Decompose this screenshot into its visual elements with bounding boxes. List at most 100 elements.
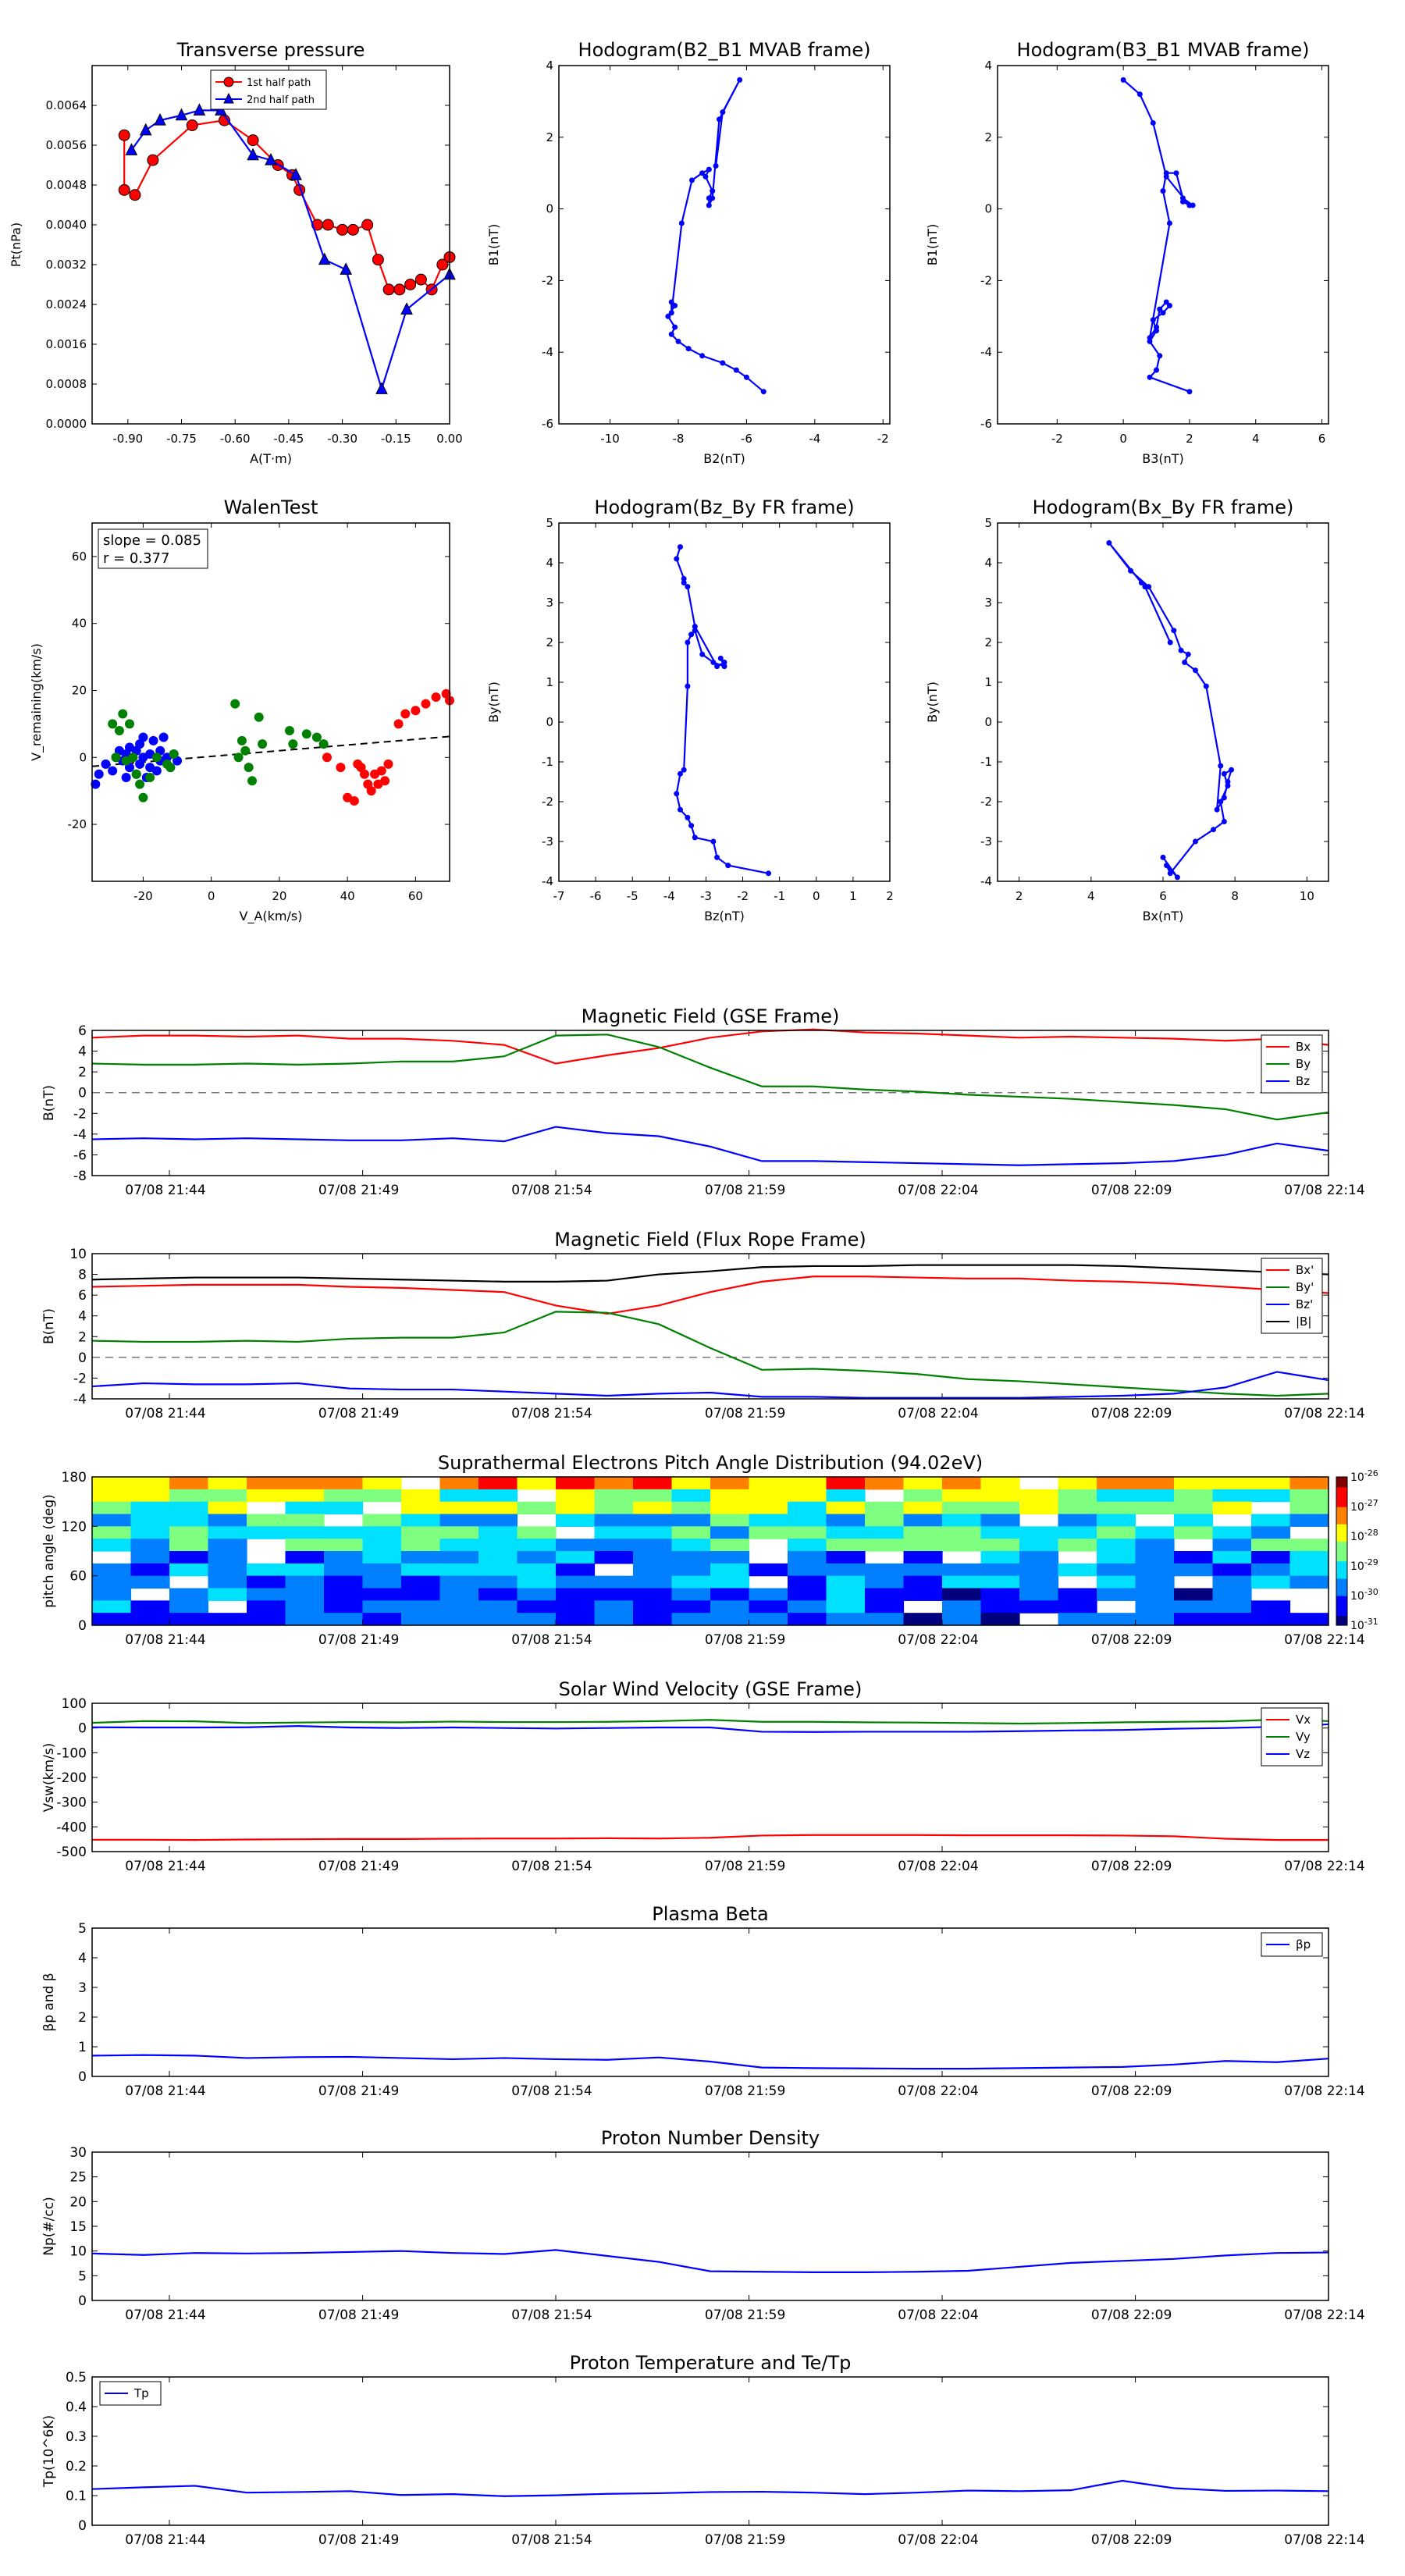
colorbar-segment	[1336, 1558, 1347, 1562]
heatmap-cell	[671, 1526, 711, 1539]
heatmap-cell	[671, 1489, 711, 1503]
scatter-point	[138, 792, 148, 802]
series-Bx	[91, 1028, 1329, 1065]
x-tick-label: 07/08 22:14	[1284, 1859, 1364, 1874]
annotation-frame	[98, 528, 208, 569]
data-point	[668, 331, 674, 337]
heatmap-cell	[285, 1551, 325, 1564]
y-tick-label: 0.0000	[46, 417, 87, 431]
heatmap-cell	[980, 1526, 1020, 1539]
series-By	[91, 1311, 1329, 1397]
scatter-point	[138, 732, 148, 742]
scatter-point	[230, 699, 240, 709]
scatter-point	[349, 796, 359, 806]
colorbar-segment	[1336, 1588, 1347, 1592]
heatmap-cell	[788, 1526, 827, 1539]
data-point	[382, 283, 395, 296]
plot-frame	[91, 1253, 1329, 1400]
x-tick-label: 07/08 21:59	[705, 1859, 785, 1874]
data-point	[1192, 667, 1198, 674]
heatmap-cell	[517, 1477, 557, 1490]
heatmap-cell	[478, 1563, 518, 1577]
heatmap-cell	[1174, 1563, 1214, 1577]
heatmap-cell	[556, 1551, 596, 1564]
heatmap-cell	[401, 1514, 441, 1527]
heatmap-cell	[285, 1526, 325, 1539]
y-tick-label: 1	[546, 675, 553, 689]
heatmap-cell	[324, 1563, 364, 1577]
colorbar-segment	[1336, 1571, 1347, 1574]
data-point	[737, 76, 743, 83]
heatmap-cell	[324, 1477, 364, 1490]
heatmap-cell	[208, 1514, 247, 1527]
colorbar-frame	[1336, 1476, 1348, 1626]
heatmap-cell	[788, 1501, 827, 1515]
heatmap-cell	[247, 1477, 286, 1490]
series-By	[91, 1034, 1329, 1121]
heatmap-cell	[439, 1575, 479, 1589]
heatmap-cell	[865, 1514, 905, 1527]
legend: Bx By Bz	[1261, 1034, 1323, 1094]
y-tick-label: 0	[78, 1618, 87, 1634]
heatmap-cell	[169, 1563, 209, 1577]
heatmap-cell	[92, 1613, 132, 1626]
heatmap-cell	[439, 1600, 479, 1614]
x-tick-label: 07/08 22:09	[1091, 1406, 1172, 1421]
heatmap-cell	[1058, 1526, 1097, 1539]
scatter-point	[322, 753, 332, 763]
series-line	[130, 109, 450, 393]
colorbar-segment	[1336, 1479, 1347, 1482]
scatter-point	[380, 776, 390, 786]
scatter-point	[135, 779, 145, 789]
heatmap-cell	[324, 1588, 364, 1601]
data-point	[714, 664, 720, 670]
x-tick-label: 07/08 21:54	[511, 2307, 592, 2323]
x-tick-label: 07/08 22:04	[898, 2307, 978, 2323]
heatmap-cell	[1058, 1539, 1097, 1552]
heatmap-cell	[788, 1489, 827, 1503]
heatmap-cell	[903, 1514, 943, 1527]
plot-frame	[997, 522, 1329, 882]
heatmap-cell	[1289, 1501, 1329, 1515]
heatmap-cell	[980, 1588, 1020, 1601]
y-tick-label: 0.0024	[46, 297, 87, 311]
heatmap-cell	[362, 1613, 402, 1626]
heatmap-cell	[1097, 1477, 1136, 1490]
series-Bx	[91, 1276, 1329, 1315]
heatmap-cell	[324, 1551, 364, 1564]
heatmap-cell	[903, 1539, 943, 1552]
data-point	[685, 683, 691, 689]
heatmap-cell	[1019, 1600, 1059, 1614]
x-tick-label: 07/08 21:54	[511, 1183, 592, 1198]
heatmap-cell	[1097, 1563, 1136, 1577]
x-tick-label: -0.90	[112, 432, 143, 446]
data-point	[766, 870, 772, 877]
x-tick-label: -2	[877, 432, 889, 446]
heatmap-cell	[710, 1588, 750, 1601]
x-tick-label: 07/08 22:09	[1091, 2307, 1172, 2323]
heatmap-cell	[208, 1489, 247, 1503]
x-tick-label: 07/08 22:14	[1284, 1632, 1364, 1648]
heatmap-cell	[826, 1514, 866, 1527]
colorbar-segment	[1336, 1526, 1347, 1530]
heatmap-cell	[633, 1477, 673, 1490]
heatmap-cell	[1251, 1526, 1291, 1539]
heatmap-cell	[865, 1563, 905, 1577]
x-tick-label: 0.00	[436, 432, 462, 446]
heatmap-cell	[478, 1600, 518, 1614]
data-point	[1147, 335, 1153, 341]
heatmap-cell	[517, 1501, 557, 1515]
heatmap-cell	[1097, 1575, 1136, 1589]
legend-box	[1261, 1707, 1323, 1767]
annotation-r: r = 0.377	[103, 550, 169, 567]
legend: βp	[1261, 1932, 1323, 1957]
heatmap-cell	[594, 1526, 634, 1539]
scatter-point	[336, 763, 346, 773]
heatmap-cell	[710, 1613, 750, 1626]
heatmap-cell	[401, 1588, 441, 1601]
heatmap-cell	[594, 1575, 634, 1589]
heatmap-cell	[749, 1600, 788, 1614]
y-tick-label: 5	[78, 2268, 87, 2284]
data-point	[247, 134, 259, 147]
x-tick-label: 07/08 21:44	[125, 1406, 205, 1421]
